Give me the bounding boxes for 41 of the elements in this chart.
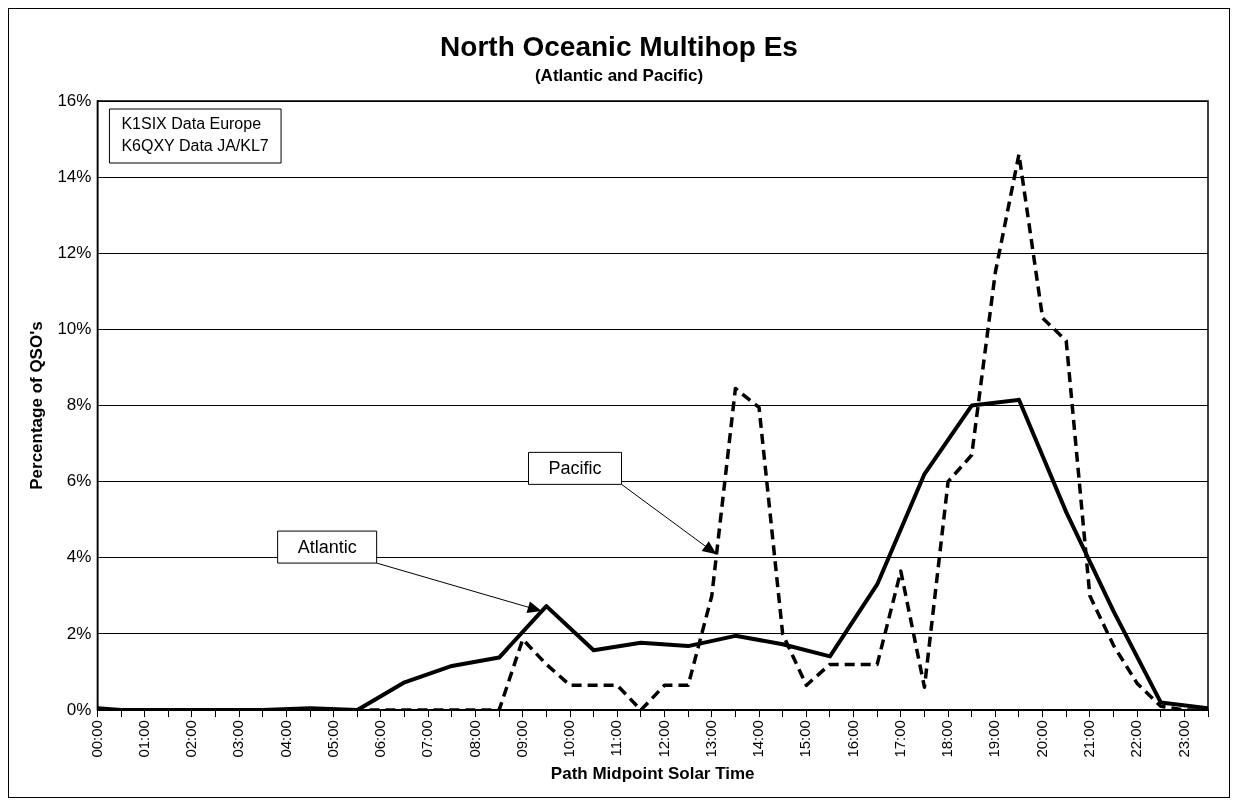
annotation: K6QXY Data JA/KL7 <box>121 137 269 155</box>
x-tick-label: 07:00 <box>418 720 436 758</box>
x-tick-label: 19:00 <box>985 720 1003 758</box>
x-tick-label: 17:00 <box>890 720 908 758</box>
x-tick-label: 00:00 <box>87 720 105 758</box>
chart-subtitle: (Atlantic and Pacific) <box>534 66 704 86</box>
y-tick-label: 8% <box>66 395 92 415</box>
x-tick-label: 21:00 <box>1079 720 1097 758</box>
x-tick-label: 05:00 <box>323 720 341 758</box>
x-tick-label: 23:00 <box>1174 720 1192 758</box>
x-tick-label: 10:00 <box>560 720 578 758</box>
x-tick-label: 16:00 <box>843 720 861 758</box>
y-tick-label: 12% <box>57 242 92 262</box>
x-axis-title: Path Midpoint Solar Time <box>550 764 755 784</box>
x-tick-label: 09:00 <box>512 720 530 758</box>
x-tick-label: 13:00 <box>701 720 719 758</box>
annotation: Pacific <box>548 458 602 479</box>
chart-title: North Oceanic Multihop Es <box>440 30 798 62</box>
y-tick-label: 10% <box>57 319 92 339</box>
x-tick-label: 02:00 <box>182 720 200 758</box>
x-tick-label: 15:00 <box>796 720 814 758</box>
x-tick-label: 22:00 <box>1127 720 1145 758</box>
x-tick-label: 06:00 <box>371 720 389 758</box>
annotation: K1SIX Data Europe <box>121 115 262 133</box>
x-tick-label: 14:00 <box>749 720 767 758</box>
x-tick-label: 11:00 <box>607 720 625 757</box>
x-tick-label: 18:00 <box>938 720 956 758</box>
y-tick-label: 2% <box>66 623 92 643</box>
y-axis-title: Percentage of QSO's <box>26 321 46 490</box>
annotation: Atlantic <box>297 537 357 558</box>
y-tick-label: 14% <box>57 166 92 186</box>
x-tick-label: 20:00 <box>1032 720 1050 758</box>
x-tick-label: 12:00 <box>654 720 672 758</box>
y-tick-label: 0% <box>66 699 92 719</box>
x-tick-label: 04:00 <box>276 720 294 758</box>
y-tick-label: 6% <box>66 471 92 491</box>
x-tick-label: 08:00 <box>465 720 483 758</box>
y-tick-label: 16% <box>57 90 92 110</box>
x-tick-label: 01:00 <box>134 720 152 758</box>
x-tick-label: 03:00 <box>229 720 247 758</box>
y-tick-label: 4% <box>66 547 92 567</box>
